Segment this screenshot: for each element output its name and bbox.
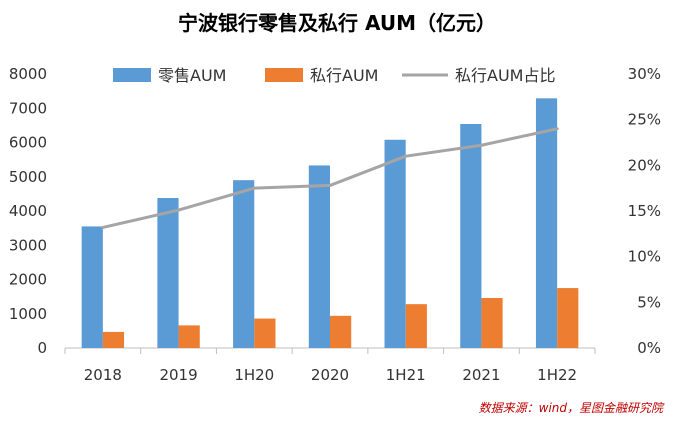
private-banking-share-point [177, 208, 181, 212]
y-right-tick-label: 20% [628, 156, 661, 174]
private-banking-aum-bar [405, 304, 427, 348]
x-axis-tick-label: 2018 [84, 366, 122, 384]
retail-aum-bar [81, 226, 103, 348]
y-right-tick-label: 30% [628, 65, 661, 83]
y-right-tick-label: 5% [637, 293, 661, 311]
private-banking-share-point [555, 127, 559, 131]
x-axis-tick-label: 1H21 [386, 366, 426, 384]
legend-retail-aum: 零售AUM [113, 66, 226, 85]
x-axis-tick-label: 2020 [311, 366, 349, 384]
y-left-tick-label: 2000 [9, 271, 47, 289]
legend: 零售AUM 私行AUM 私行AUM占比 [113, 66, 555, 85]
retail-aum-bar [308, 165, 330, 348]
y-left-tick-label: 6000 [9, 134, 47, 152]
bars-layer [81, 98, 579, 348]
legend-label: 私行AUM占比 [455, 66, 555, 85]
retail-aum-bar [460, 124, 482, 348]
retail-aum-bar [157, 197, 179, 348]
legend-label: 零售AUM [158, 66, 226, 85]
x-axis-tick-label: 1H22 [537, 366, 577, 384]
legend-swatch [113, 68, 151, 82]
y-right-tick-label: 15% [628, 202, 661, 220]
y-left-tick-label: 1000 [9, 305, 47, 323]
private-banking-aum-bar [330, 315, 352, 348]
y-left-tick-label: 0 [37, 339, 47, 357]
retail-aum-bar [384, 139, 406, 348]
y-right-tick-label: 0% [637, 339, 661, 357]
y-right-tick-label: 10% [628, 248, 661, 266]
y-right-tick-label: 25% [628, 111, 661, 129]
private-banking-share-point [479, 143, 483, 147]
retail-aum-bar [535, 98, 558, 348]
chart-title: 宁波银行零售及私行 AUM（亿元） [178, 11, 496, 35]
private-banking-share-point [101, 225, 105, 229]
x-axis-tick-label: 2019 [159, 366, 197, 384]
y-left-tick-label: 8000 [9, 65, 47, 83]
private-banking-share-point [328, 183, 332, 187]
private-banking-share-point [404, 154, 408, 158]
x-axis-tick-label: 1H20 [234, 366, 274, 384]
legend-private-banking-share: 私行AUM占比 [402, 66, 555, 85]
private-banking-aum-bar [557, 288, 579, 348]
y-left-tick-label: 3000 [9, 236, 47, 254]
private-banking-aum-bar [481, 297, 503, 348]
private-banking-aum-bar [254, 318, 276, 348]
legend-private-banking-aum: 私行AUM [265, 66, 378, 85]
axes-layer: 0 1000 2000 3000 4000 5000 6000 7000 8000 0% 5% 10%… [9, 65, 661, 384]
private-banking-share-point [252, 186, 256, 190]
source-note: 数据来源：wind，星图金融研究院 [479, 401, 665, 415]
private-banking-aum-bar [102, 331, 125, 348]
private-banking-aum-bar [178, 325, 200, 348]
retail-aum-bar [233, 180, 255, 348]
x-axis-tick-label: 2021 [462, 366, 500, 384]
y-left-tick-label: 4000 [9, 202, 47, 220]
line-layer [101, 127, 559, 229]
y-left-tick-label: 5000 [9, 168, 47, 186]
legend-swatch [265, 68, 303, 82]
y-left-tick-label: 7000 [9, 99, 47, 117]
legend-label: 私行AUM [310, 66, 378, 85]
